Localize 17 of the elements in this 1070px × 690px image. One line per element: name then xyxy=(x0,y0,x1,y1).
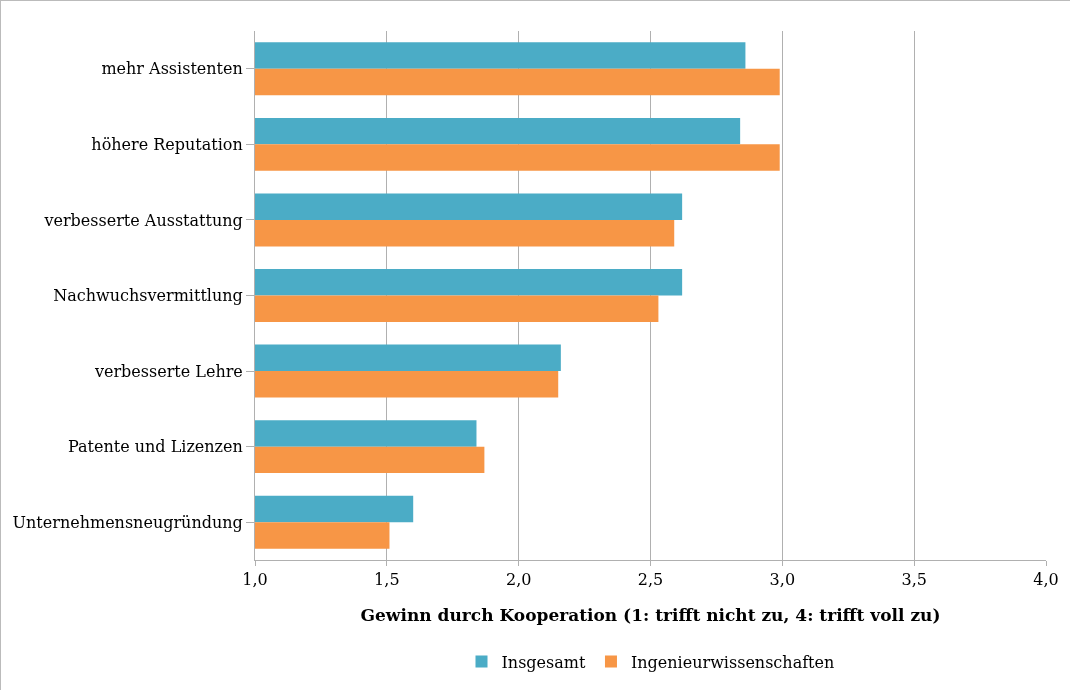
x-tick-label: 2,0 xyxy=(505,570,532,590)
y-tick-label: mehr Assistenten xyxy=(101,59,243,79)
x-tick-label: 3,0 xyxy=(769,570,796,590)
y-tick-label: höhere Reputation xyxy=(91,134,243,154)
x-tick-label: 1,5 xyxy=(374,570,400,590)
y-tick-label: Nachwuchsvermittlung xyxy=(53,286,243,306)
x-tick-label: 4,0 xyxy=(1033,570,1059,590)
y-tick-label: Patente und Lizenzen xyxy=(67,437,243,457)
y-tick-label: Unternehmensneugründung xyxy=(12,512,243,532)
y-tick-label: verbesserte Ausstattung xyxy=(43,210,243,230)
x-tick-label: 2,5 xyxy=(637,570,664,590)
x-axis-title: Gewinn durch Kooperation (1: trifft nicht zu, 4: trifft voll zu) xyxy=(360,604,941,625)
x-tick-label: 1,0 xyxy=(242,570,268,590)
x-tick-label: 3,5 xyxy=(901,570,927,590)
legend-label: Insgesamt xyxy=(501,652,586,672)
y-tick-label: verbesserte Lehre xyxy=(93,361,243,381)
legend-label: Ingenieurwissenschaften xyxy=(630,652,835,672)
